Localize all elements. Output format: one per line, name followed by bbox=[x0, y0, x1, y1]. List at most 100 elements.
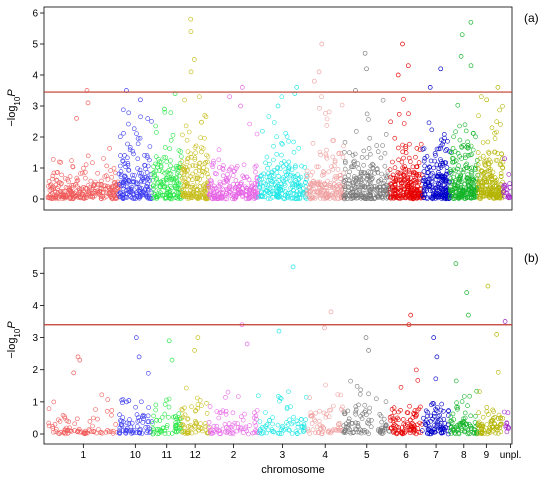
snp-point bbox=[158, 190, 163, 195]
snp-peak-point bbox=[427, 85, 433, 90]
snp-point bbox=[289, 195, 295, 201]
snp-point bbox=[208, 178, 213, 183]
snp-point bbox=[455, 195, 461, 200]
snp-point bbox=[139, 431, 145, 436]
snp-peak-point bbox=[276, 328, 282, 334]
snp-point bbox=[150, 421, 155, 426]
snp-point bbox=[97, 430, 103, 435]
snp-point bbox=[71, 195, 76, 200]
snp-point bbox=[480, 153, 486, 159]
snp-point bbox=[135, 136, 141, 141]
snp-point bbox=[408, 182, 414, 188]
snp-point bbox=[286, 138, 291, 144]
snp-point bbox=[287, 428, 292, 433]
snp-point bbox=[105, 177, 111, 182]
snp-point bbox=[258, 174, 263, 179]
snp-point bbox=[139, 399, 144, 405]
snp-point bbox=[192, 155, 198, 160]
snp-point bbox=[462, 428, 468, 434]
snp-point bbox=[179, 187, 185, 193]
snp-point bbox=[295, 172, 300, 177]
snp-point bbox=[185, 167, 190, 173]
snp-point bbox=[359, 155, 365, 160]
snp-point bbox=[170, 133, 176, 138]
snp-point bbox=[199, 403, 204, 409]
snp-point bbox=[323, 191, 329, 196]
snp-point bbox=[289, 421, 295, 427]
snp-point bbox=[410, 415, 416, 420]
y-axis-b: 0 1 2 3 4 5 bbox=[32, 269, 44, 441]
snp-point bbox=[280, 425, 285, 431]
snp-point bbox=[295, 421, 301, 427]
snp-point bbox=[152, 192, 158, 197]
snp-point bbox=[406, 168, 412, 173]
snp-point bbox=[418, 141, 424, 147]
snp-point bbox=[61, 430, 66, 436]
snp-point bbox=[67, 195, 73, 200]
y-tick-label-a-2: 2 bbox=[32, 133, 38, 144]
snp-point bbox=[348, 196, 354, 201]
snp-point bbox=[58, 181, 64, 187]
snp-peak-point bbox=[434, 354, 440, 360]
snp-point bbox=[154, 130, 159, 135]
snp-point bbox=[178, 149, 183, 154]
snp-point bbox=[72, 421, 77, 427]
snp-peak-point bbox=[366, 348, 371, 353]
snp-point bbox=[322, 182, 328, 187]
snp-point bbox=[485, 188, 490, 193]
snp-point bbox=[412, 408, 418, 413]
snp-point bbox=[462, 122, 468, 128]
snp-point bbox=[306, 185, 312, 190]
snp-point bbox=[198, 425, 204, 431]
x-tick-label-6: 4 bbox=[322, 450, 328, 461]
snp-point bbox=[339, 102, 345, 108]
snp-point bbox=[126, 421, 132, 427]
snp-point bbox=[350, 430, 356, 436]
snp-point bbox=[337, 421, 343, 426]
snp-point bbox=[411, 170, 417, 176]
snp-point bbox=[362, 402, 368, 408]
snp-point bbox=[356, 166, 362, 171]
snp-point bbox=[432, 426, 438, 432]
snp-point bbox=[500, 103, 505, 109]
snp-point bbox=[185, 149, 191, 154]
snp-point bbox=[470, 187, 476, 193]
snp-point bbox=[356, 179, 362, 185]
snp-point bbox=[469, 426, 474, 432]
snp-point bbox=[284, 134, 290, 139]
snp-point bbox=[58, 189, 64, 194]
snp-point bbox=[416, 406, 422, 412]
snp-peak-point bbox=[458, 54, 464, 59]
snp-point bbox=[453, 378, 459, 384]
snp-point bbox=[325, 429, 331, 434]
snp-point bbox=[388, 418, 394, 423]
snp-point bbox=[461, 394, 467, 399]
snp-point bbox=[348, 430, 354, 436]
snp-point bbox=[212, 171, 218, 176]
snp-point bbox=[395, 430, 400, 436]
snp-point bbox=[285, 165, 291, 170]
snp-peak-point bbox=[244, 341, 250, 347]
snp-point bbox=[134, 131, 139, 136]
snp-point bbox=[400, 165, 406, 170]
x-tick-label-4: 2 bbox=[231, 450, 237, 461]
snp-point bbox=[163, 194, 168, 200]
snp-point bbox=[353, 420, 359, 426]
snp-point bbox=[476, 423, 482, 428]
snp-point bbox=[462, 410, 468, 416]
snp-point bbox=[70, 196, 75, 201]
snp-point bbox=[439, 424, 444, 430]
snp-point bbox=[502, 182, 507, 188]
snp-point bbox=[478, 94, 484, 99]
snp-point bbox=[413, 188, 419, 194]
snp-point bbox=[391, 409, 397, 415]
snp-point bbox=[151, 169, 157, 175]
snp-point bbox=[480, 140, 486, 145]
snp-point bbox=[289, 167, 295, 173]
snp-point bbox=[298, 417, 304, 422]
snp-point bbox=[197, 164, 202, 170]
snp-point bbox=[174, 174, 180, 180]
snp-point bbox=[266, 114, 272, 119]
snp-peak-point bbox=[494, 332, 500, 337]
snp-point bbox=[296, 177, 302, 182]
